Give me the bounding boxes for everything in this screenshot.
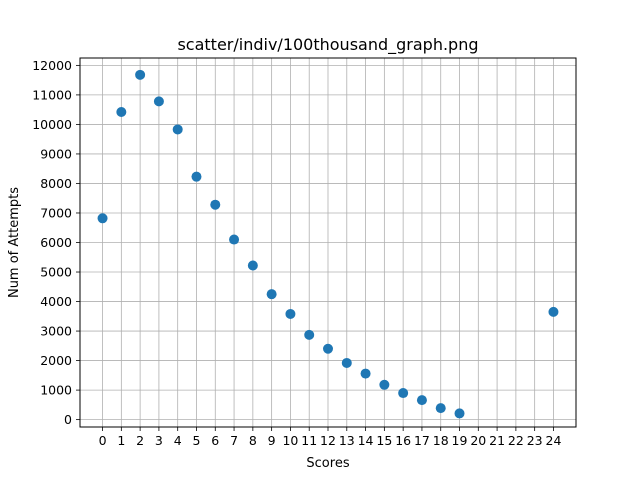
scatter-point: [435, 403, 446, 414]
scatter-point: [135, 69, 146, 80]
y-tick-label: 4000: [40, 294, 72, 309]
tick-layer: 0 1 2 3 4 5 6 7 8 9 10 11 12 13 14 15 16 17 18 19 20 21 22 23 24…: [32, 58, 561, 448]
y-tick-label: 5000: [40, 265, 72, 280]
scatter-point: [379, 379, 390, 390]
x-tick-label: 0: [99, 433, 107, 448]
scatter-point: [454, 408, 465, 419]
y-tick-label: 3000: [40, 324, 72, 339]
scatter-point: [247, 260, 258, 271]
x-tick-label: 10: [282, 433, 298, 448]
y-axis-title: Num of Attempts: [7, 187, 22, 298]
y-tick-label: 1000: [40, 383, 72, 398]
x-tick-label: 24: [546, 433, 562, 448]
point-layer: [97, 69, 559, 419]
x-tick-label: 19: [452, 433, 468, 448]
x-tick-label: 15: [376, 433, 392, 448]
x-tick-label: 8: [249, 433, 257, 448]
scatter-point: [285, 308, 296, 319]
scatter-point: [323, 343, 333, 354]
x-tick-label: 13: [339, 433, 355, 448]
scatter-point: [153, 96, 164, 107]
scatter-point: [398, 388, 409, 399]
y-tick-label: 7000: [40, 205, 72, 220]
x-tick-label: 12: [320, 433, 336, 448]
x-tick-label: 21: [489, 433, 505, 448]
x-axis-title: Scores: [306, 456, 349, 471]
x-tick-label: 20: [470, 433, 486, 448]
chart-title: scatter/indiv/100thousand_graph.png: [177, 35, 478, 55]
scatter-point: [97, 213, 108, 224]
scatter-point: [116, 107, 127, 118]
scatter-point: [416, 395, 427, 406]
y-tick-label: 12000: [32, 58, 72, 73]
x-tick-label: 6: [211, 433, 219, 448]
y-tick-label: 8000: [40, 176, 72, 191]
scatter-point: [341, 357, 352, 368]
x-tick-label: 1: [117, 433, 125, 448]
x-tick-label: 16: [395, 433, 411, 448]
x-tick-label: 4: [174, 433, 182, 448]
plot-frame: [79, 57, 577, 428]
y-tick-label: 10000: [32, 117, 72, 132]
scatter-point: [172, 124, 183, 135]
x-tick-label: 14: [358, 433, 374, 448]
x-tick-label: 5: [193, 433, 201, 448]
x-tick-label: 17: [414, 433, 430, 448]
x-tick-label: 2: [136, 433, 144, 448]
x-tick-label: 9: [268, 433, 276, 448]
scatter-point: [360, 368, 371, 379]
scatter-point: [210, 199, 221, 210]
y-tick-label: 2000: [40, 353, 72, 368]
x-tick-label: 22: [508, 433, 524, 448]
x-tick-label: 7: [230, 433, 238, 448]
x-tick-label: 18: [433, 433, 449, 448]
x-tick-label: 3: [155, 433, 163, 448]
scatter-point: [229, 234, 240, 245]
scatter-point: [304, 329, 315, 340]
x-tick-label: 11: [301, 433, 317, 448]
y-tick-label: 11000: [32, 87, 72, 102]
y-tick-label: 6000: [40, 235, 72, 250]
y-tick-label: 9000: [40, 146, 72, 161]
scatter-point: [191, 171, 202, 182]
y-tick-label: 0: [64, 412, 72, 427]
scatter-point: [548, 306, 559, 317]
scatter-point: [266, 289, 277, 300]
x-tick-label: 23: [527, 433, 543, 448]
